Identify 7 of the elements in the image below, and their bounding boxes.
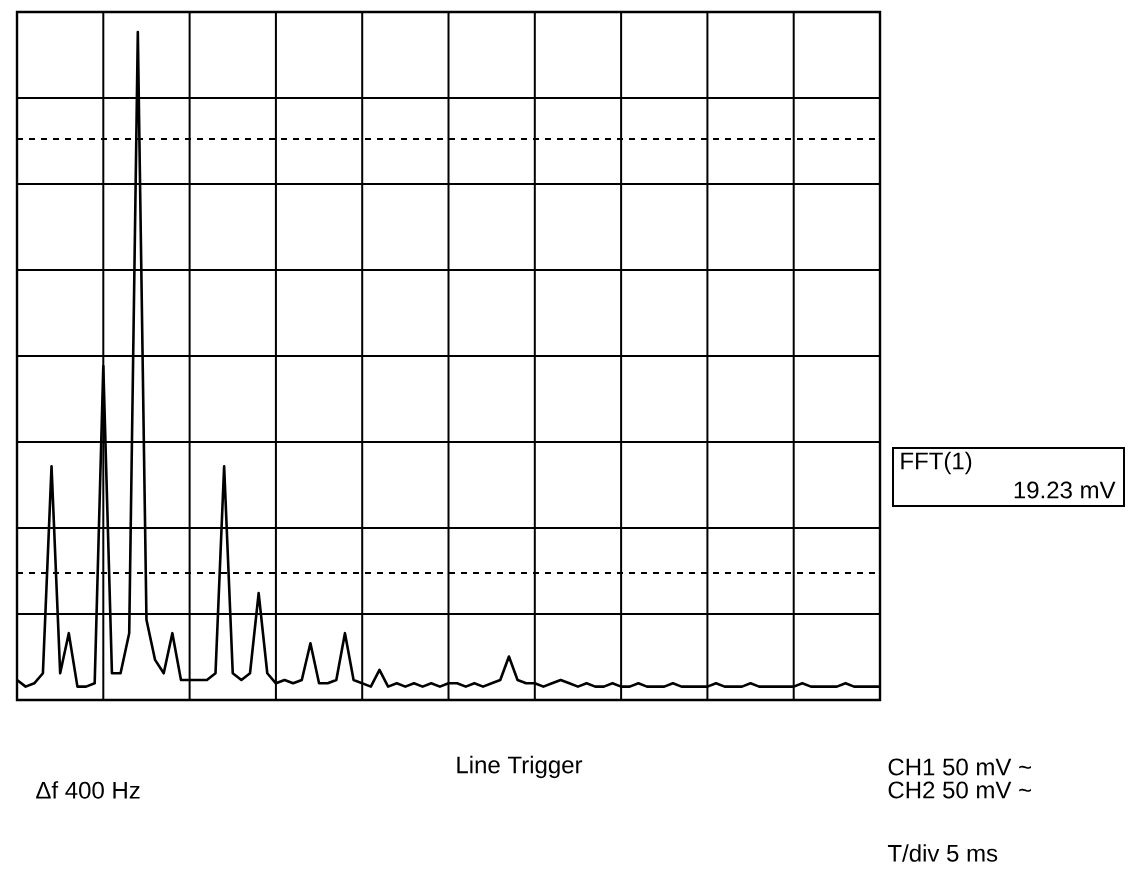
text: 19.23 mV bbox=[1014, 481, 1116, 499]
text: Line Trigger bbox=[457, 755, 583, 779]
text: T/div 5 ms bbox=[887, 844, 998, 862]
text: CH2 50 mV ~ bbox=[888, 781, 1032, 799]
text: FFT(1) bbox=[901, 451, 972, 475]
text: Δf 400 Hz bbox=[36, 781, 140, 799]
text: CH1 50 mV ~ bbox=[888, 758, 1032, 776]
